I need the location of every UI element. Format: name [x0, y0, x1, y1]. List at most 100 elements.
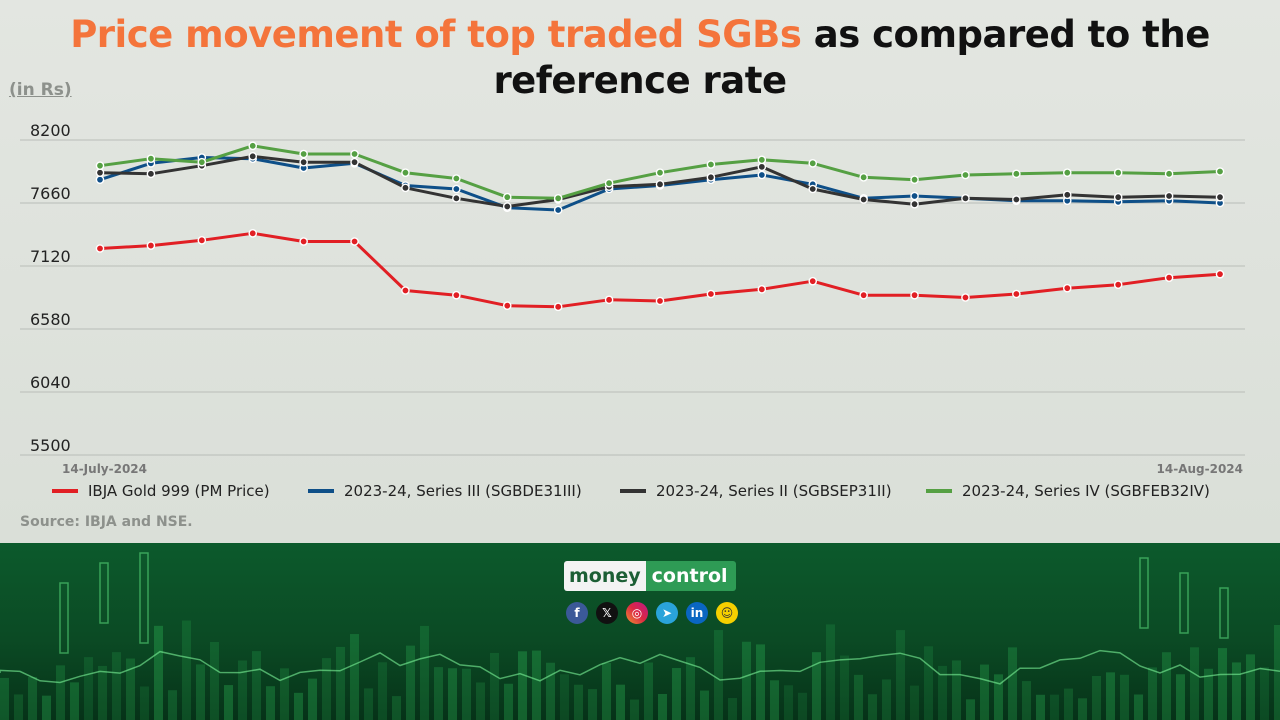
data-point [299, 237, 308, 246]
data-point [502, 202, 512, 211]
data-point [502, 192, 512, 202]
data-point [553, 194, 563, 203]
x-end-label: 14-Aug-2024 [1157, 462, 1243, 476]
data-point [910, 199, 919, 209]
x-icon[interactable]: 𝕏 [596, 602, 618, 624]
legend-label: 2023-24, Series III (SGBDE31III) [344, 482, 582, 500]
legend-label: IBJA Gold 999 (PM Price) [88, 482, 270, 500]
data-point [146, 241, 156, 250]
title-rest: as compared to the [801, 13, 1211, 56]
data-point [859, 290, 868, 300]
data-point [350, 157, 359, 167]
legend-item: 2023-24, Series IV (SGBFEB32IV) [926, 482, 1210, 500]
data-point [95, 168, 105, 177]
facebook-icon[interactable]: f [566, 602, 588, 624]
data-point [757, 162, 767, 172]
data-point [452, 290, 461, 300]
y-tick-label: 6580 [30, 310, 71, 329]
data-point [1215, 192, 1225, 202]
data-point [350, 237, 359, 246]
data-point [706, 173, 716, 182]
data-point [910, 191, 919, 201]
y-tick-label: 6040 [30, 373, 71, 392]
data-point [655, 180, 665, 189]
data-point [961, 170, 970, 180]
data-point [1113, 192, 1123, 202]
data-point [1062, 168, 1072, 177]
legend-item: 2023-24, Series II (SGBSEP31II) [620, 482, 892, 500]
data-point [859, 195, 868, 204]
data-point [961, 194, 970, 203]
data-point [197, 236, 207, 245]
data-point [401, 168, 410, 177]
data-point [655, 296, 665, 306]
y-unit-label: (in Rs) [9, 80, 72, 100]
data-point [706, 289, 716, 299]
data-point [910, 290, 919, 300]
data-point [1062, 283, 1072, 293]
series-line-1 [99, 231, 1221, 309]
source-note: Source: IBJA and NSE. [20, 514, 193, 530]
page-title: Price movement of top traded SGBs as com… [0, 12, 1280, 104]
data-point [553, 302, 563, 312]
legend: IBJA Gold 999 (PM Price) 2023-24, Series … [52, 482, 1252, 502]
data-point [859, 173, 868, 182]
social-icons: f 𝕏 ◎ ➤ in ☺ [566, 602, 738, 624]
stock-chart-decoration [0, 552, 1280, 720]
data-point [248, 152, 258, 161]
data-point [1164, 191, 1174, 201]
data-point [197, 157, 207, 167]
title-highlight: Price movement of top traded SGBs [70, 13, 802, 56]
data-point [452, 174, 461, 183]
data-point [1113, 280, 1123, 289]
data-point [1215, 167, 1225, 176]
data-point [757, 285, 767, 294]
data-point [248, 141, 258, 151]
data-point [604, 295, 614, 305]
x-start-label: 14-July-2024 [62, 462, 147, 476]
data-point [655, 168, 665, 177]
data-point [502, 301, 512, 310]
data-point [95, 175, 105, 184]
data-point [1164, 273, 1174, 282]
logo-part1: money [564, 561, 646, 591]
data-point [1012, 169, 1021, 179]
data-point [401, 183, 410, 193]
legend-swatch [620, 489, 646, 493]
moneycontrol-logo[interactable]: money control [564, 561, 736, 591]
legend-swatch [926, 489, 952, 493]
data-point [1062, 190, 1072, 200]
y-tick-label: 5500 [30, 436, 71, 455]
legend-swatch [52, 489, 78, 493]
data-point [95, 161, 105, 170]
data-point [808, 276, 818, 286]
legend-label: 2023-24, Series II (SGBSEP31II) [656, 482, 892, 500]
data-point [299, 149, 308, 159]
data-point [299, 157, 308, 167]
footer-banner: money control f 𝕏 ◎ ➤ in ☺ [0, 543, 1280, 720]
legend-item: IBJA Gold 999 (PM Price) [52, 482, 270, 500]
instagram-icon[interactable]: ◎ [626, 602, 648, 624]
data-point [961, 293, 970, 302]
data-point [248, 229, 258, 238]
data-point [146, 154, 156, 163]
linkedin-icon[interactable]: in [686, 602, 708, 624]
data-point [808, 184, 818, 194]
data-point [1012, 289, 1021, 299]
line-chart: 8200 7660 7120 6580 6040 5500 14-July-2024 14-A… [20, 121, 1245, 476]
logo-part2: control [645, 561, 736, 591]
title-line2: reference rate [493, 59, 787, 102]
data-point [452, 184, 461, 194]
snapchat-icon[interactable]: ☺ [716, 602, 738, 624]
y-tick-label: 7660 [30, 184, 71, 203]
data-point [553, 205, 563, 215]
legend-label: 2023-24, Series IV (SGBFEB32IV) [962, 482, 1210, 500]
data-point [1012, 195, 1021, 204]
data-point [95, 244, 105, 253]
data-point [452, 194, 461, 203]
telegram-icon[interactable]: ➤ [656, 602, 678, 624]
data-point [401, 286, 410, 295]
y-tick-label: 8200 [30, 121, 71, 140]
data-point [1164, 169, 1174, 179]
data-point [146, 169, 156, 179]
